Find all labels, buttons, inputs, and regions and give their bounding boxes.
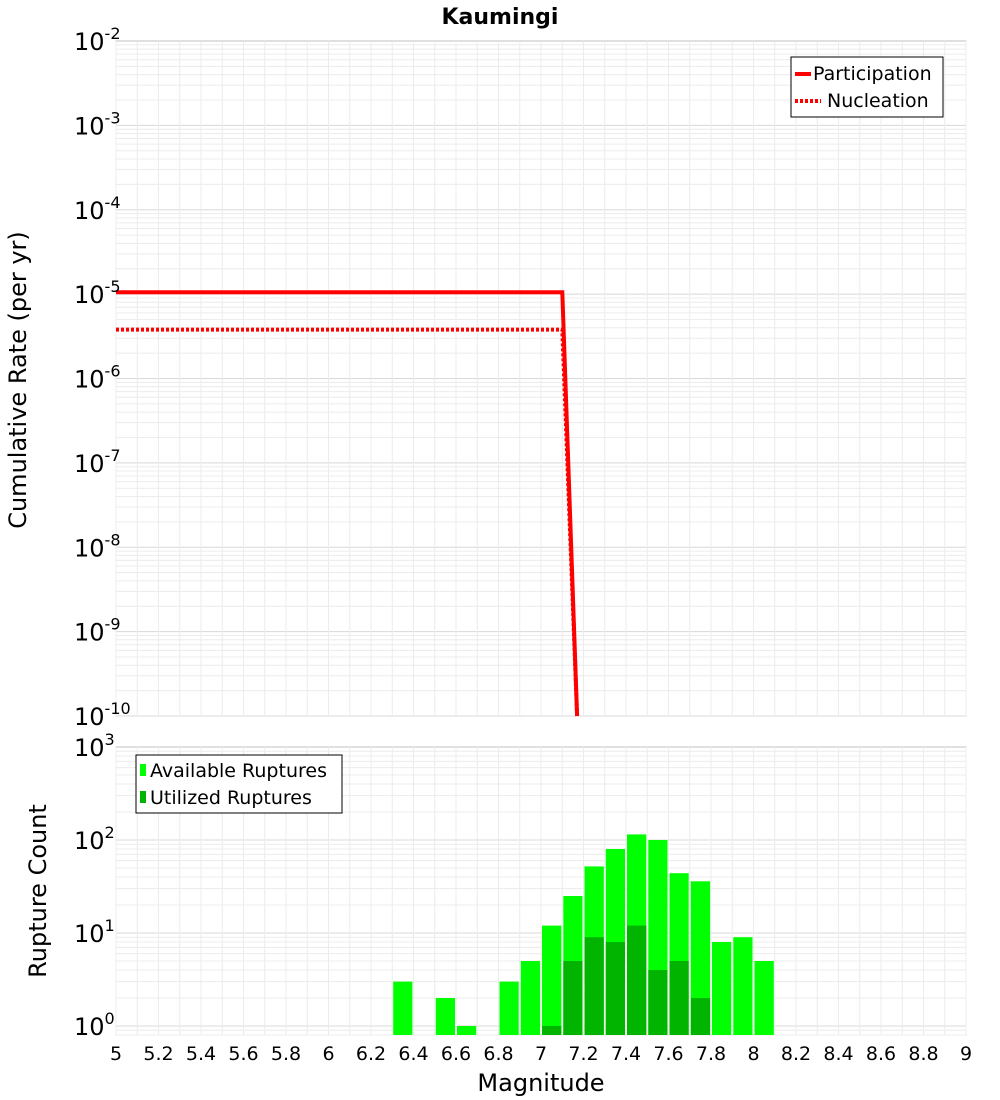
rupture-plot-legend: Available Ruptures Utilized Ruptures xyxy=(135,754,343,814)
bar-available-ruptures xyxy=(499,981,519,1035)
x-tick-label: 9 xyxy=(960,1043,972,1065)
y-tick-label: 10-4 xyxy=(74,193,121,225)
y-tick-label: 10-9 xyxy=(74,615,121,647)
y-tick-label: 10-8 xyxy=(74,530,121,562)
x-tick-label: 6 xyxy=(322,1043,334,1065)
bar-utilized-ruptures xyxy=(542,1026,562,1035)
x-tick-label: 5.2 xyxy=(143,1043,173,1065)
x-tick-label: 7.4 xyxy=(611,1043,641,1065)
rupture-plot-bars xyxy=(393,834,774,1035)
y-tick-label: 10-5 xyxy=(74,277,121,309)
series-nucleation-line xyxy=(116,327,580,717)
x-tick-label: 5.4 xyxy=(186,1043,216,1065)
x-tick-label: 6.6 xyxy=(441,1043,471,1065)
x-tick-label: 8.2 xyxy=(781,1043,811,1065)
rupture-plot-x-ticks: 5 5.2 5.4 5.6 5.8 6 6.2 6.4 6.6 6.8 7 7.2 7.4 7.6 7.8 8… xyxy=(110,1043,972,1065)
x-tick-label: 5.6 xyxy=(228,1043,258,1065)
rate-plot-y-ticks: 10-2 10-3 10-4 10-5 10-6 10-7 10-8 10-9 10-10 xyxy=(74,24,131,731)
bar-utilized-ruptures xyxy=(627,925,647,1035)
rupture-plot-y-label: Rupture Count xyxy=(24,804,52,978)
bar-utilized-ruptures xyxy=(563,961,583,1035)
legend-available-swatch xyxy=(140,764,146,776)
rate-plot-grid xyxy=(115,41,967,717)
bar-available-ruptures xyxy=(457,1026,477,1035)
bar-utilized-ruptures xyxy=(584,937,604,1035)
x-tick-label: 7.6 xyxy=(653,1043,683,1065)
x-tick-label: 8.8 xyxy=(908,1043,938,1065)
y-tick-label: 10-6 xyxy=(74,362,121,394)
bar-available-ruptures xyxy=(754,961,774,1035)
x-tick-label: 8.6 xyxy=(866,1043,896,1065)
chart-title: Kaumingi xyxy=(442,5,559,30)
legend-utilized-swatch xyxy=(140,791,146,803)
rate-plot-legend: Participation Nucleation xyxy=(790,56,944,118)
bar-available-ruptures xyxy=(435,998,455,1035)
y-tick-label: 102 xyxy=(74,823,115,855)
rate-plot-series xyxy=(116,290,580,717)
rupture-count-plot: 103 102 101 100 5 5.2 5.4 5.6 5.8 6 6.2 6.4 6.6 6.8 7… xyxy=(24,730,972,1097)
bar-available-ruptures xyxy=(690,881,711,1035)
bar-available-ruptures xyxy=(712,942,732,1035)
bar-available-ruptures xyxy=(520,961,541,1035)
rupture-plot-y-ticks: 103 102 101 100 xyxy=(74,730,115,1041)
x-tick-label: 6.2 xyxy=(356,1043,386,1065)
y-tick-label: 10-7 xyxy=(74,446,121,478)
x-tick-label: 6.4 xyxy=(398,1043,428,1065)
y-tick-label: 103 xyxy=(74,730,115,762)
rate-plot-legend-box xyxy=(790,56,944,118)
x-tick-label: 6.8 xyxy=(483,1043,513,1065)
bar-utilized-ruptures xyxy=(690,998,711,1035)
bar-available-ruptures xyxy=(733,937,753,1035)
legend-utilized-label: Utilized Ruptures xyxy=(150,787,312,809)
rate-plot-y-label: Cumulative Rate (per yr) xyxy=(4,231,32,529)
x-tick-label: 8.4 xyxy=(823,1043,853,1065)
y-tick-label: 100 xyxy=(74,1009,115,1041)
x-axis-label: Magnitude xyxy=(477,1069,604,1097)
y-tick-label: 10-10 xyxy=(74,699,131,731)
x-tick-label: 5.8 xyxy=(271,1043,301,1065)
y-tick-label: 10-3 xyxy=(74,108,121,140)
rupture-plot-legend-box xyxy=(135,754,343,814)
bar-available-ruptures xyxy=(542,925,562,1035)
x-tick-label: 7.8 xyxy=(696,1043,726,1065)
legend-available-label: Available Ruptures xyxy=(150,760,327,782)
y-tick-label: 101 xyxy=(74,916,115,948)
rupture-plot-grid xyxy=(115,747,967,1036)
rate-plot: 10-2 10-3 10-4 10-5 10-6 10-7 10-8 10-9 10-10 Cu… xyxy=(4,24,967,731)
bar-utilized-ruptures xyxy=(648,970,668,1035)
bar-utilized-ruptures xyxy=(669,961,689,1035)
x-tick-label: 7.2 xyxy=(568,1043,598,1065)
x-tick-label: 7 xyxy=(535,1043,547,1065)
legend-nucleation-label: Nucleation xyxy=(827,90,929,112)
bar-utilized-ruptures xyxy=(605,942,625,1035)
legend-participation-label: Participation xyxy=(813,63,932,85)
x-tick-label: 5 xyxy=(110,1043,122,1065)
x-tick-label: 8 xyxy=(747,1043,759,1065)
bar-available-ruptures xyxy=(393,981,413,1035)
y-tick-label: 10-2 xyxy=(74,24,121,56)
